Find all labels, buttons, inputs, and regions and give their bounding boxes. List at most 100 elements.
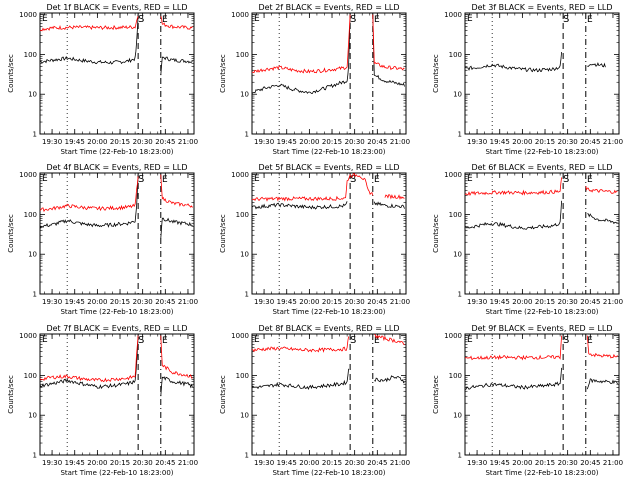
end-marker-label: E	[374, 336, 380, 346]
start-marker-label: S	[350, 174, 356, 185]
x-tick-label: 20:00	[512, 298, 532, 306]
y-tick-label: 1	[33, 131, 37, 139]
y-tick-label: 10	[453, 91, 462, 99]
x-tick-label: 20:15	[322, 138, 342, 146]
x-tick-label: 19:30	[42, 138, 62, 146]
x-tick-label: 20:15	[110, 138, 130, 146]
y-tick-label: 1000	[19, 11, 37, 19]
series-line-segment	[465, 335, 562, 361]
left-edge-label: E	[42, 14, 48, 24]
series-lld	[252, 173, 405, 202]
panel-title: Det 2f BLACK = Events, RED = LLD	[258, 3, 399, 12]
x-axis-label: Start Time (22-Feb-10 18:23:00)	[60, 148, 173, 156]
left-edge-label: E	[254, 335, 260, 345]
y-tick-label: 10	[240, 412, 249, 420]
detector-panel-4: Det 4f BLACK = Events, RED = LLD Counts/s…	[7, 163, 198, 316]
y-axis-label: Counts/sec	[219, 214, 227, 253]
x-tick-label: 20:00	[87, 298, 107, 306]
start-marker-label: S	[138, 174, 144, 185]
x-axis-label: Start Time (22-Feb-10 18:23:00)	[272, 308, 385, 316]
series-events	[465, 367, 618, 390]
y-tick-label: 1	[458, 291, 462, 299]
left-edge-label: E	[42, 335, 48, 345]
x-tick-label: 20:15	[322, 459, 342, 467]
x-tick-label: 19:30	[42, 459, 62, 467]
y-tick-label: 1000	[444, 332, 462, 340]
x-tick-label: 20:30	[345, 459, 365, 467]
series-line-segment	[586, 378, 618, 390]
x-tick-label: 20:45	[580, 298, 600, 306]
end-marker-label: E	[162, 15, 168, 25]
series-lld	[465, 335, 618, 361]
detector-panel-6: Det 6f BLACK = Events, RED = LLD Counts/s…	[432, 163, 623, 316]
x-tick-label: 20:45	[155, 459, 175, 467]
series-line-segment	[40, 174, 139, 229]
y-tick-label: 1000	[19, 171, 37, 179]
y-tick-label: 10	[453, 251, 462, 259]
x-tick-label: 21:00	[178, 459, 198, 467]
series-line-segment	[160, 335, 193, 379]
plot-frame	[464, 333, 620, 456]
series-line-segment	[252, 14, 351, 94]
x-tick-label: 20:00	[512, 138, 532, 146]
x-tick-label: 20:00	[299, 459, 319, 467]
plot-frame	[251, 333, 407, 456]
x-tick-label: 20:30	[558, 459, 578, 467]
series-events	[465, 51, 606, 73]
series-line-segment	[465, 51, 562, 73]
x-axis-label: Start Time (22-Feb-10 18:23:00)	[485, 148, 598, 156]
x-axis-label: Start Time (22-Feb-10 18:23:00)	[485, 469, 598, 477]
y-axis-label: Counts/sec	[7, 214, 15, 253]
y-tick-label: 10	[28, 412, 37, 420]
x-tick-label: 20:15	[110, 298, 130, 306]
x-tick-label: 20:00	[87, 459, 107, 467]
series-line-segment	[374, 334, 405, 346]
start-marker-label: S	[138, 335, 144, 346]
y-tick-label: 100	[236, 51, 249, 59]
x-tick-label: 19:30	[467, 138, 487, 146]
x-tick-label: 20:15	[322, 298, 342, 306]
x-tick-label: 20:30	[345, 298, 365, 306]
series-line-segment	[374, 375, 405, 384]
y-tick-label: 100	[236, 211, 249, 219]
x-tick-label: 20:15	[535, 298, 555, 306]
end-marker-label: E	[162, 336, 168, 346]
x-tick-label: 19:45	[65, 298, 85, 306]
series-line-segment	[465, 200, 562, 230]
y-tick-label: 1	[33, 291, 37, 299]
start-marker-label: S	[138, 14, 144, 25]
x-tick-label: 19:30	[254, 298, 274, 306]
x-tick-label: 20:30	[558, 298, 578, 306]
x-tick-label: 20:15	[110, 459, 130, 467]
detector-panel-9: Det 9f BLACK = Events, RED = LLD Counts/s…	[432, 324, 623, 477]
y-tick-label: 10	[28, 251, 37, 259]
x-tick-label: 19:45	[490, 459, 510, 467]
x-axis-label: Start Time (22-Feb-10 18:23:00)	[272, 469, 385, 477]
x-tick-label: 20:00	[299, 298, 319, 306]
series-line-segment	[160, 174, 193, 208]
x-tick-label: 20:15	[535, 138, 555, 146]
panel-title: Det 1f BLACK = Events, RED = LLD	[46, 3, 187, 12]
series-line-segment	[252, 14, 351, 74]
series-line-segment	[160, 376, 193, 397]
plot-frame	[251, 172, 407, 295]
panel-title: Det 7f BLACK = Events, RED = LLD	[46, 324, 187, 333]
x-tick-label: 19:30	[42, 298, 62, 306]
plot-frame	[39, 333, 195, 456]
y-axis-label: Counts/sec	[7, 54, 15, 93]
series-lld	[40, 335, 193, 383]
series-events	[40, 174, 193, 239]
x-tick-label: 21:00	[390, 459, 410, 467]
x-tick-label: 19:30	[467, 298, 487, 306]
x-axis-label: Start Time (22-Feb-10 18:23:00)	[60, 469, 173, 477]
series-line-segment	[252, 336, 349, 353]
y-tick-label: 10	[240, 91, 249, 99]
panel-title: Det 5f BLACK = Events, RED = LLD	[258, 163, 399, 172]
series-line-segment	[252, 173, 374, 202]
y-tick-label: 1000	[231, 11, 249, 19]
y-axis-label: Counts/sec	[219, 375, 227, 414]
end-marker-label: E	[587, 175, 593, 185]
y-tick-label: 1	[245, 131, 249, 139]
series-lld	[252, 14, 405, 74]
